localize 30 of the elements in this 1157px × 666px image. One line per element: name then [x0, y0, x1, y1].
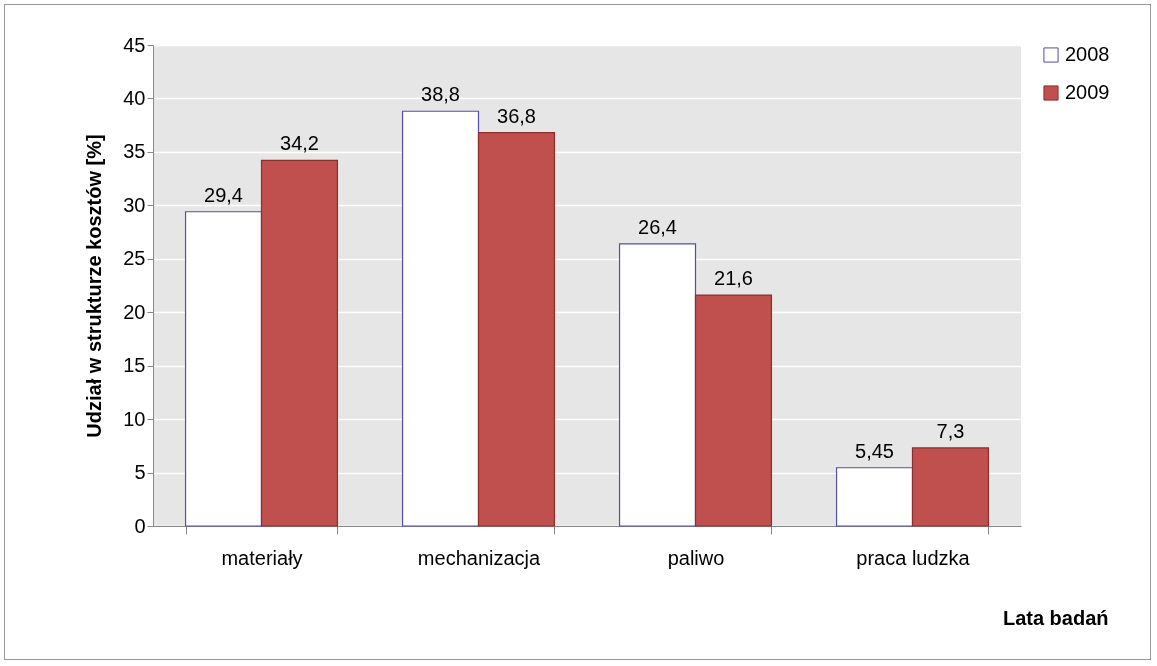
bar — [694, 294, 773, 527]
y-tick-label: 45 — [123, 33, 146, 56]
y-tick-label: 25 — [123, 247, 146, 270]
y-tick-label: 10 — [123, 407, 146, 430]
y-tick-label: 0 — [134, 514, 146, 537]
x-tick-label: mechanizacja — [417, 546, 542, 569]
data-label: 26,4 — [638, 215, 677, 238]
data-label: 38,8 — [421, 83, 460, 106]
bar — [260, 159, 339, 527]
x-tick-label: praca ludzka — [856, 546, 971, 569]
y-tick-label: 20 — [123, 300, 146, 323]
data-label: 7,3 — [936, 419, 965, 442]
y-tick-label: 40 — [123, 86, 146, 109]
x-axis-title: Lata badań — [1002, 606, 1109, 629]
x-tick-label: paliwo — [667, 546, 725, 569]
bar — [911, 447, 990, 527]
data-label: 21,6 — [714, 267, 753, 290]
y-tick-label: 5 — [134, 461, 146, 484]
data-label: 29,4 — [204, 183, 243, 206]
y-tick-label: 35 — [123, 140, 146, 163]
data-label: 5,45 — [855, 439, 894, 462]
y-tick-label: 30 — [123, 193, 146, 216]
bar — [477, 132, 556, 527]
legend-label: 2008 — [1065, 43, 1110, 65]
legend-label: 2009 — [1065, 81, 1110, 103]
data-label: 34,2 — [280, 132, 319, 155]
x-tick-label: materiały — [221, 546, 303, 569]
y-tick-label: 15 — [123, 354, 146, 377]
data-label: 36,8 — [497, 104, 536, 127]
y-axis-title: Udział w strukturze kosztów [%] — [83, 134, 106, 438]
